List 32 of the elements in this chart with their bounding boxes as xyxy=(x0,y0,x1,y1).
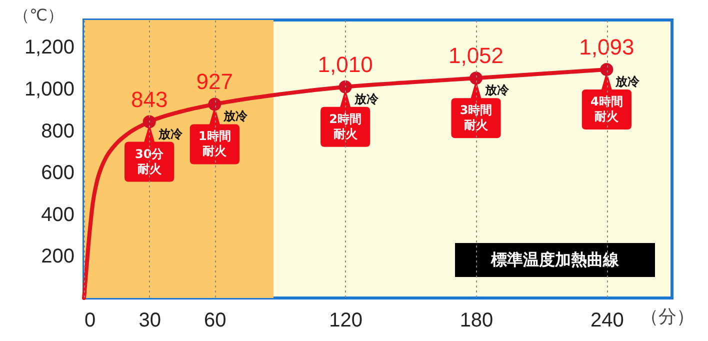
annotation: 標準温度加熱曲線 xyxy=(490,250,620,269)
point xyxy=(600,63,614,76)
data-label: 927 xyxy=(196,69,234,94)
x-tick-label: 0 xyxy=(84,310,96,332)
point xyxy=(208,98,222,111)
y-tick-label: 1,200 xyxy=(24,36,74,59)
x-tick-label: 120 xyxy=(329,310,363,332)
annotation: 放冷 xyxy=(484,83,510,98)
x-tick-label: 180 xyxy=(460,310,494,332)
data-label: 1,052 xyxy=(448,43,504,68)
x-tick-label: 30 xyxy=(138,310,161,332)
point xyxy=(469,72,483,85)
y-axis-title: （℃） xyxy=(14,6,64,24)
annotation: 放冷 xyxy=(222,109,249,124)
annotation: 放冷 xyxy=(353,92,380,106)
annotation: 放冷 xyxy=(614,74,641,89)
y-tick-label: 400 xyxy=(41,204,74,226)
annotation: 3時間耐火 xyxy=(460,103,492,132)
y-tick-label: 600 xyxy=(41,162,74,184)
data-label: 1,093 xyxy=(579,34,634,60)
annotation: 放冷 xyxy=(157,126,184,141)
data-label: 1,010 xyxy=(318,52,373,77)
data-label: 843 xyxy=(130,86,168,112)
y-tick-label: 800 xyxy=(41,120,74,142)
y-tick-label: 200 xyxy=(41,246,74,268)
x-tick-label: 240 xyxy=(590,310,624,332)
point xyxy=(142,115,156,128)
x-tick-label: 60 xyxy=(204,310,226,332)
y-tick-label: 1,000 xyxy=(24,78,74,100)
point xyxy=(338,80,352,94)
x-axis-title: （分） xyxy=(640,306,694,328)
annotation: 2時間耐火 xyxy=(329,112,362,141)
